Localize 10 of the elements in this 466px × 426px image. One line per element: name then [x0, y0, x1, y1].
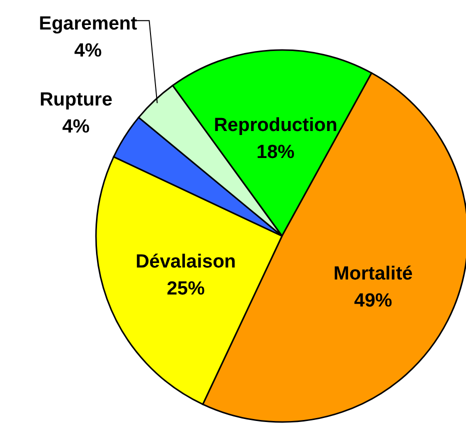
- slice-label: Rupture: [40, 89, 112, 110]
- slice-label: Egarement: [38, 14, 138, 35]
- slice-label: Mortalité: [334, 263, 413, 284]
- data-label: 25%: [166, 278, 205, 300]
- data-label: 4%: [62, 116, 90, 138]
- data-label: 18%: [256, 142, 295, 163]
- data-label: 4%: [74, 40, 102, 62]
- data-label: 49%: [354, 290, 392, 312]
- slice-label: Reproduction: [214, 114, 338, 136]
- slice-label: Dévalaison: [136, 252, 236, 273]
